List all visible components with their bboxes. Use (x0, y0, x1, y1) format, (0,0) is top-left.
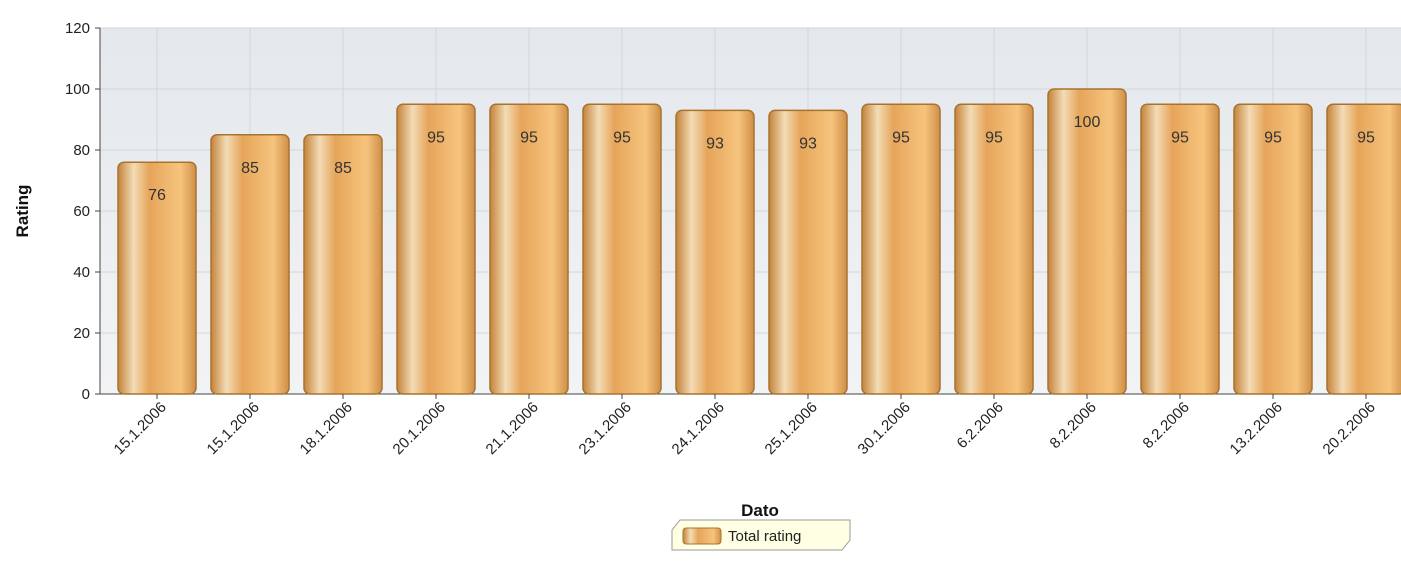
x-tick-label: 20.1.2006 (390, 399, 449, 458)
bar (1326, 103, 1401, 395)
value-label: 85 (334, 160, 352, 177)
y-tick-label: 120 (65, 20, 90, 37)
x-tick-label: 8.2.2006 (1047, 399, 1100, 452)
legend-swatch (682, 527, 722, 545)
x-tick-label: 15.1.2006 (204, 399, 263, 458)
x-axis-title: Dato (741, 501, 779, 520)
y-axis-title: Rating (13, 185, 32, 238)
value-label: 76 (148, 187, 166, 204)
x-tick-label: 13.2.2006 (1227, 399, 1286, 458)
y-tick-label: 100 (65, 81, 90, 98)
x-tick-label: 25.1.2006 (762, 399, 821, 458)
value-label: 95 (613, 129, 631, 146)
x-tick-label: 30.1.2006 (855, 399, 914, 458)
x-tick-label: 23.1.2006 (576, 399, 635, 458)
value-label: 95 (1171, 129, 1189, 146)
bar (1047, 88, 1127, 395)
x-tick-label: 20.2.2006 (1320, 399, 1379, 458)
value-label: 95 (892, 129, 910, 146)
value-label: 93 (706, 135, 724, 152)
bar (396, 103, 476, 395)
x-tick-label: 8.2.2006 (1140, 399, 1193, 452)
value-label: 100 (1074, 114, 1101, 131)
y-tick-label: 60 (73, 203, 90, 220)
bar (1233, 103, 1313, 395)
value-label: 95 (985, 129, 1003, 146)
bar (582, 103, 662, 395)
value-label: 95 (520, 129, 538, 146)
bar (675, 109, 755, 395)
bar (768, 109, 848, 395)
x-tick-label: 15.1.2006 (111, 399, 170, 458)
bar (1140, 103, 1220, 395)
value-label: 93 (799, 135, 817, 152)
value-label: 85 (241, 160, 259, 177)
x-tick-label: 24.1.2006 (669, 399, 728, 458)
bar (861, 103, 941, 395)
y-tick-label: 40 (73, 264, 90, 281)
value-label: 95 (1264, 129, 1282, 146)
y-tick-label: 80 (73, 142, 90, 159)
x-tick-label: 21.1.2006 (483, 399, 542, 458)
bar (489, 103, 569, 395)
legend: Total rating (671, 519, 851, 551)
value-label: 95 (1357, 129, 1375, 146)
x-tick-label: 18.1.2006 (297, 399, 356, 458)
legend-label: Total rating (728, 528, 801, 545)
value-label: 95 (427, 129, 445, 146)
y-tick-label: 0 (82, 386, 90, 403)
x-tick-label: 6.2.2006 (954, 399, 1007, 452)
y-tick-label: 20 (73, 325, 90, 342)
bar (954, 103, 1034, 395)
